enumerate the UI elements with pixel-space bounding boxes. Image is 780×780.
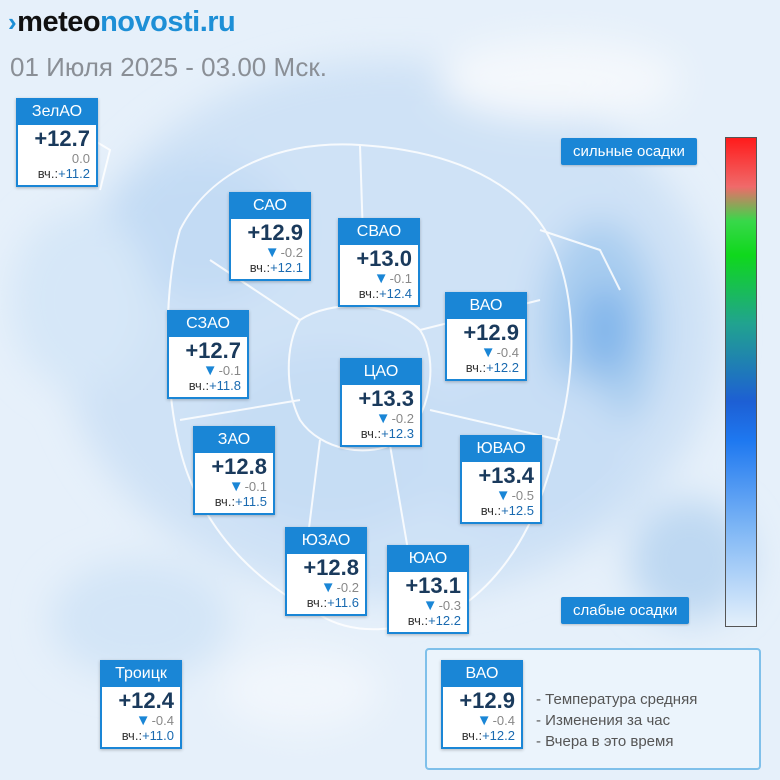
site-logo[interactable]: ›meteonovosti.ru (8, 6, 236, 39)
legend-line-average-temp: - Температура средняя (536, 691, 698, 708)
down-arrow-icon: ▼ (422, 597, 438, 614)
down-arrow-icon: ▼ (373, 270, 389, 287)
district-name: Троицк (102, 662, 180, 687)
district-name: ЮАО (389, 547, 467, 572)
down-arrow-icon: ▼ (320, 579, 336, 596)
legend-line-yesterday: - Вчера в это время (536, 733, 674, 750)
district-name: САО (231, 194, 309, 219)
precipitation-scale (725, 137, 757, 627)
strong-precip-label: сильные осадки (561, 138, 697, 165)
district-temp: +13.0 (356, 246, 412, 271)
district-yesterday: вч.:+11.0 (121, 728, 174, 743)
district-temp: +12.9 (463, 320, 519, 345)
district-yesterday: вч.:+12.5 (480, 503, 534, 518)
district-name: ВАО (443, 662, 521, 687)
district-temp: +13.4 (478, 463, 534, 488)
logo-text-part2: novosti.ru (100, 6, 236, 38)
legend-example-card: ВАО +12.9 ▼-0.4 вч.:+12.2 (441, 660, 523, 749)
district-card-troitsk: Троицк +12.4 ▼-0.4 вч.:+11.0 (100, 660, 182, 749)
down-arrow-icon: ▼ (135, 712, 151, 729)
district-temp: +13.1 (405, 573, 461, 598)
district-name: ЮЗАО (287, 529, 365, 554)
district-name: СВАО (340, 220, 418, 245)
district-yesterday: вч.:+12.4 (358, 286, 412, 301)
down-arrow-icon: ▼ (264, 244, 280, 261)
district-change: ▼-0.4 (480, 344, 519, 361)
district-temp: +13.3 (358, 386, 414, 411)
district-temp: +12.7 (34, 126, 90, 151)
district-card-zao: ЗАО +12.8 ▼-0.1 вч.:+11.5 (193, 426, 275, 515)
district-name: ЮВАО (462, 437, 540, 462)
district-change: ▼-0.3 (422, 597, 461, 614)
district-name: ЦАО (342, 360, 420, 385)
district-temp: +12.8 (303, 555, 359, 580)
district-temp: +12.9 (247, 220, 303, 245)
district-card-vao: ВАО +12.9 ▼-0.4 вч.:+12.2 (445, 292, 527, 381)
district-card-szao: СЗАО +12.7 ▼-0.1 вч.:+11.8 (167, 310, 249, 399)
district-card-yuvao: ЮВАО +13.4 ▼-0.5 вч.:+12.5 (460, 435, 542, 524)
weak-precip-label: слабые осадки (561, 597, 690, 624)
logo-text-part1: meteo (17, 6, 101, 38)
district-yesterday: вч.:+11.5 (214, 494, 267, 509)
district-name: ЗелАО (18, 100, 96, 125)
district-change: ▼-0.4 (476, 712, 515, 729)
district-name: ЗАО (195, 428, 273, 453)
district-card-yuzao: ЮЗАО +12.8 ▼-0.2 вч.:+11.6 (285, 527, 367, 616)
district-yesterday: вч.:+11.6 (306, 595, 359, 610)
district-change: ▼-0.2 (375, 410, 414, 427)
down-arrow-icon: ▼ (476, 712, 492, 729)
district-yesterday: вч.:+12.2 (407, 613, 461, 628)
district-name: ВАО (447, 294, 525, 319)
district-change: ▼-0.4 (135, 712, 174, 729)
district-temp: +12.8 (211, 454, 267, 479)
district-yesterday: вч.:+12.1 (249, 260, 303, 275)
double-chevron-icon: › (8, 7, 17, 37)
down-arrow-icon: ▼ (375, 410, 391, 427)
district-name: СЗАО (169, 312, 247, 337)
district-yesterday: вч.:+12.3 (360, 426, 414, 441)
district-change: ▼-0.5 (495, 487, 534, 504)
legend-descriptions: - Температура средняя - Изменения за час… (536, 689, 697, 752)
district-change: ▼-0.1 (373, 270, 412, 287)
district-card-zelao: ЗелАО +12.7 0.0 вч.:+11.2 (16, 98, 98, 187)
district-temp: +12.4 (118, 688, 174, 713)
district-change: ▼-0.1 (228, 478, 267, 495)
down-arrow-icon: ▼ (228, 478, 244, 495)
district-change: ▼-0.2 (264, 244, 303, 261)
district-card-yuao: ЮАО +13.1 ▼-0.3 вч.:+12.2 (387, 545, 469, 634)
district-card-svao: СВАО +13.0 ▼-0.1 вч.:+12.4 (338, 218, 420, 307)
district-yesterday: вч.:+12.2 (461, 728, 515, 743)
legend-line-hourly-change: - Изменения за час (536, 712, 671, 729)
down-arrow-icon: ▼ (480, 344, 496, 361)
district-change: 0.0 (71, 151, 90, 166)
district-temp: +12.7 (185, 338, 241, 363)
date-time-label: 01 Июля 2025 - 03.00 Мск. (10, 52, 328, 82)
down-arrow-icon: ▼ (202, 362, 218, 379)
down-arrow-icon: ▼ (495, 487, 511, 504)
district-card-sao: САО +12.9 ▼-0.2 вч.:+12.1 (229, 192, 311, 281)
district-temp: +12.9 (459, 688, 515, 713)
district-yesterday: вч.:+11.2 (37, 166, 90, 181)
district-card-cao: ЦАО +13.3 ▼-0.2 вч.:+12.3 (340, 358, 422, 447)
district-yesterday: вч.:+11.8 (188, 378, 241, 393)
district-change: ▼-0.1 (202, 362, 241, 379)
district-change: ▼-0.2 (320, 579, 359, 596)
district-yesterday: вч.:+12.2 (465, 360, 519, 375)
